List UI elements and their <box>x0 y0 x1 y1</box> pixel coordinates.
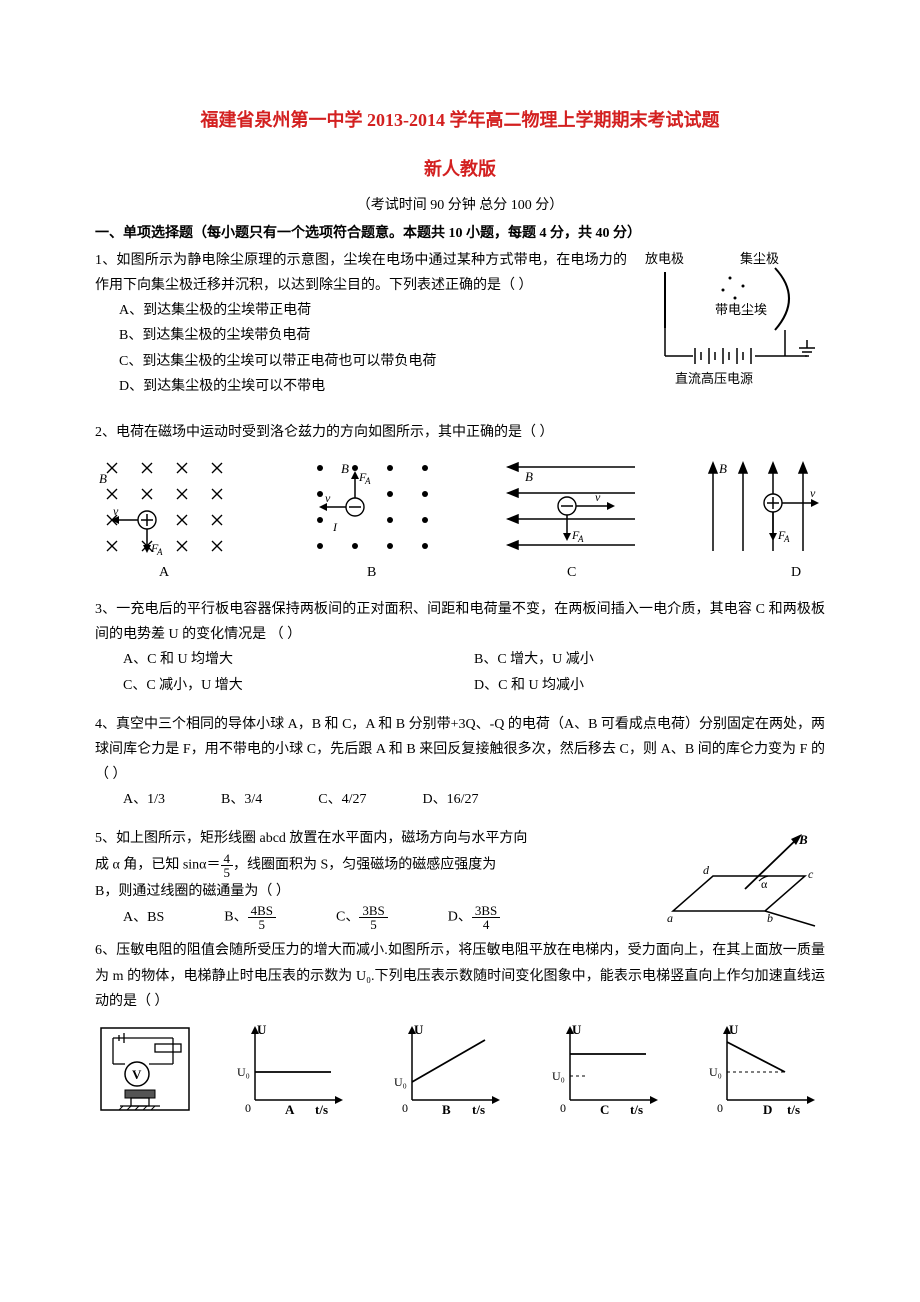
svg-text:B: B <box>367 565 376 580</box>
question-3: 3、一充电后的平行板电容器保持两板间的正对面积、间距和电荷量不变，在两板间插入一… <box>95 597 825 698</box>
question-5: a b c d B α 5、如上图所示，矩形线圈 abcd 放置在水平面内，磁场… <box>95 826 825 936</box>
svg-text:c: c <box>808 867 814 881</box>
section-heading: 一、单项选择题（每小题只有一个选项符合题意。本题共 10 小题，每题 4 分，共… <box>95 222 825 246</box>
svg-text:U: U <box>572 1022 582 1037</box>
q5-diagram: a b c d B α <box>665 826 825 936</box>
svg-text:U: U <box>729 1022 739 1037</box>
q2-text: 2、电荷在磁场中运动时受到洛仑兹力的方向如图所示，其中正确的是（ ） <box>95 420 825 445</box>
svg-text:A: A <box>577 534 584 544</box>
q4-option-c: C、4/27 <box>318 787 366 812</box>
svg-text:A: A <box>156 547 163 557</box>
q4-text: 4、真空中三个相同的导体小球 A，B 和 C，A 和 B 分别带+3Q、-Q 的… <box>95 712 825 788</box>
svg-text:B: B <box>341 461 349 476</box>
svg-text:C: C <box>567 565 576 580</box>
q6-graph-c: U U₀ 0 C t/s <box>548 1022 668 1117</box>
q5-option-c: C、3BS5 <box>336 904 388 931</box>
svg-text:B: B <box>525 469 533 484</box>
svg-text:V: V <box>132 1067 142 1082</box>
q6-circuit: V <box>95 1022 195 1117</box>
q5-option-a: A、BS <box>123 905 164 930</box>
q1-label-source: 直流高压电源 <box>675 371 753 386</box>
q6-text: 6、压敏电阻的阻值会随所受压力的增大而减小.如图所示，将压敏电阻平放在电梯内，受… <box>95 938 825 1014</box>
q6-graph-b: U U₀ 0 B t/s <box>390 1022 510 1117</box>
q2-diagrams: B v F A A B F A <box>95 453 825 583</box>
svg-text:D: D <box>791 565 801 580</box>
question-4: 4、真空中三个相同的导体小球 A，B 和 C，A 和 B 分别带+3Q、-Q 的… <box>95 712 825 813</box>
svg-text:U₀: U₀ <box>394 1075 407 1089</box>
q1-diagram: 放电极 集尘极 带电尘埃 <box>635 248 825 406</box>
question-2: 2、电荷在磁场中运动时受到洛仑兹力的方向如图所示，其中正确的是（ ） <box>95 420 825 583</box>
svg-text:I: I <box>332 520 338 534</box>
svg-text:B: B <box>719 461 727 476</box>
q6-diagrams: V U U₀ 0 A t/s <box>95 1022 825 1117</box>
title-line-2: 新人教版 <box>95 154 825 185</box>
svg-text:t/s: t/s <box>630 1102 643 1117</box>
exam-info: （考试时间 90 分钟 总分 100 分） <box>95 194 825 218</box>
q6-graph-d: U U₀ 0 D t/s <box>705 1022 825 1117</box>
question-6: 6、压敏电阻的阻值会随所受压力的增大而减小.如图所示，将压敏电阻平放在电梯内，受… <box>95 938 825 1117</box>
q2-diagram-b: B F A v I B <box>295 453 450 583</box>
q2-diagram-a: B v F A A <box>95 453 250 583</box>
svg-text:B: B <box>798 832 808 847</box>
question-1: 放电极 集尘极 带电尘埃 <box>95 248 825 406</box>
svg-text:t/s: t/s <box>787 1102 800 1117</box>
svg-text:B: B <box>442 1102 451 1117</box>
q5-option-b: B、4BS5 <box>224 904 276 931</box>
svg-text:0: 0 <box>717 1101 723 1115</box>
svg-text:v: v <box>325 491 331 505</box>
svg-text:U₀: U₀ <box>552 1069 565 1083</box>
svg-text:A: A <box>159 565 170 580</box>
q6-graph-a: U U₀ 0 A t/s <box>233 1022 353 1117</box>
svg-text:t/s: t/s <box>472 1102 485 1117</box>
svg-text:v: v <box>595 490 601 504</box>
q3-option-c: C、C 减小，U 增大 <box>123 673 474 698</box>
svg-text:A: A <box>783 534 790 544</box>
svg-text:0: 0 <box>560 1101 566 1115</box>
svg-text:0: 0 <box>402 1101 408 1115</box>
svg-text:v: v <box>113 504 119 518</box>
q4-option-b: B、3/4 <box>221 787 262 812</box>
q1-label-discharge: 放电极 <box>645 251 684 266</box>
svg-text:0: 0 <box>245 1101 251 1115</box>
q1-label-dust: 带电尘埃 <box>715 302 767 317</box>
title-line-1: 福建省泉州第一中学 2013-2014 学年高二物理上学期期末考试试题 <box>95 105 825 136</box>
svg-text:C: C <box>600 1102 609 1117</box>
q3-option-b: B、C 增大，U 减小 <box>474 647 825 672</box>
q1-label-collect: 集尘极 <box>740 251 779 266</box>
svg-text:U: U <box>257 1022 267 1037</box>
q3-text: 3、一充电后的平行板电容器保持两板间的正对面积、间距和电荷量不变，在两板间插入一… <box>95 597 825 647</box>
q4-option-a: A、1/3 <box>123 787 165 812</box>
q4-option-d: D、16/27 <box>422 787 478 812</box>
svg-text:d: d <box>703 863 710 877</box>
q2-diagram-d: B v F A D <box>695 453 825 583</box>
svg-text:B: B <box>99 471 107 486</box>
svg-text:A: A <box>364 476 371 486</box>
svg-text:U: U <box>414 1022 424 1037</box>
svg-text:A: A <box>285 1102 295 1117</box>
svg-text:D: D <box>763 1102 772 1117</box>
svg-text:t/s: t/s <box>315 1102 328 1117</box>
q3-option-d: D、C 和 U 均减小 <box>474 673 825 698</box>
svg-text:α: α <box>761 877 768 891</box>
svg-text:U₀: U₀ <box>237 1065 250 1079</box>
svg-text:a: a <box>667 911 673 925</box>
svg-text:U₀: U₀ <box>709 1065 722 1079</box>
q2-diagram-c: B v F A C <box>495 453 650 583</box>
svg-text:v: v <box>810 486 816 500</box>
q3-option-a: A、C 和 U 均增大 <box>123 647 474 672</box>
q5-option-d: D、3BS4 <box>448 904 501 931</box>
